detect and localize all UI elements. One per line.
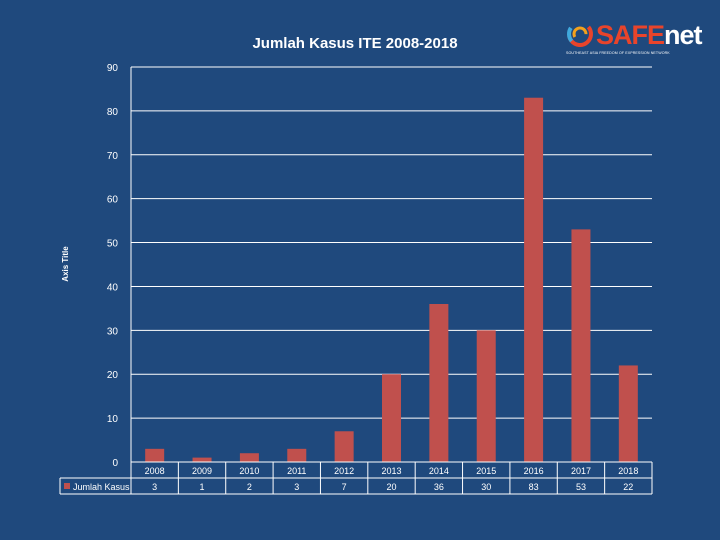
data-table-value: 36 — [434, 482, 444, 492]
bar — [524, 97, 544, 462]
data-table-value: 20 — [386, 482, 396, 492]
bar — [618, 365, 638, 462]
y-tick-label: 60 — [107, 195, 119, 206]
bars — [145, 97, 638, 462]
chart-title: Jumlah Kasus ITE 2008-2018 — [252, 35, 457, 52]
data-table-value: 30 — [481, 482, 491, 492]
y-tick-label: 30 — [107, 326, 119, 337]
data-table-value: 22 — [623, 482, 633, 492]
data-table-value: 7 — [342, 482, 347, 492]
bar — [239, 453, 259, 462]
safenet-logo: SAFEnet SOUTHEAST ASIA FREEDOM OF EXPRES… — [566, 18, 703, 60]
bar — [145, 448, 165, 462]
x-category-label: 2009 — [192, 466, 212, 476]
x-category-label: 2011 — [287, 466, 306, 476]
x-category-label: 2013 — [381, 466, 401, 476]
logo-wordmark: SAFEnet — [596, 20, 703, 50]
data-table-value: 1 — [200, 482, 205, 492]
y-tick-label: 50 — [107, 239, 119, 250]
bar — [571, 229, 591, 462]
y-tick-label: 20 — [107, 370, 119, 381]
legend-series-name: Jumlah Kasus — [73, 482, 130, 492]
y-tick-label: 0 — [112, 458, 118, 469]
bar — [334, 431, 354, 462]
x-category-label: 2008 — [145, 466, 165, 476]
data-table-value: 3 — [152, 482, 157, 492]
x-category-label: 2016 — [524, 466, 544, 476]
logo-tagline: SOUTHEAST ASIA FREEDOM OF EXPRESSION NET… — [566, 51, 670, 55]
y-tick-label: 70 — [107, 151, 119, 162]
y-tick-label: 80 — [107, 107, 119, 118]
x-category-label: 2015 — [476, 466, 496, 476]
logo-swirl-icon — [567, 21, 593, 47]
y-axis-title: Axis Title — [61, 246, 70, 282]
legend-swatch — [64, 483, 70, 489]
y-tick-label: 40 — [107, 282, 119, 293]
data-table-value: 53 — [576, 482, 586, 492]
x-category-label: 2012 — [334, 466, 354, 476]
x-category-label: 2017 — [571, 466, 591, 476]
data-table-value: 2 — [247, 482, 252, 492]
data-table-value: 3 — [294, 482, 299, 492]
bar — [287, 448, 307, 462]
data-table-value: 83 — [529, 482, 539, 492]
gridlines — [130, 66, 652, 462]
x-category-label: 2018 — [618, 466, 638, 476]
x-category-label: 2010 — [239, 466, 259, 476]
bar — [429, 304, 449, 462]
y-tick-label: 90 — [107, 63, 119, 74]
data-table: 2008 3 2009 1 2010 2 2011 3 2012 7 2013 20 2014 36 201… — [59, 461, 653, 495]
y-tick-label: 10 — [107, 414, 119, 425]
bar — [382, 374, 401, 462]
bar — [192, 457, 212, 462]
x-category-label: 2014 — [429, 466, 449, 476]
y-axis-ticks: 0 10 20 30 40 50 60 70 80 90 — [107, 63, 119, 469]
bar — [476, 330, 496, 462]
